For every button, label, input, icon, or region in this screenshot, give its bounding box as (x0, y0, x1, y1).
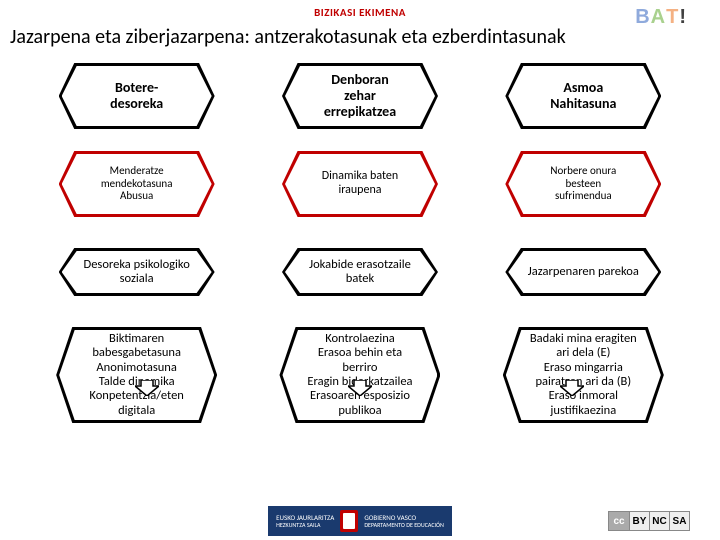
arrow-icon (135, 380, 159, 396)
logo-t: T (666, 6, 678, 29)
gov-eu-line2: HEZKUNTZA SAILA (276, 522, 334, 529)
cc-sa-icon: SA (669, 512, 689, 530)
hex-col3-row4: Badaki mina eragitenari dela (E)Eraso mi… (501, 325, 666, 425)
logo-b: B (635, 6, 649, 29)
arrow-icon (560, 380, 584, 396)
crest-icon (340, 510, 358, 532)
hex-col1-row3: Desoreka psikologikosoziala (57, 237, 217, 307)
logo-exclaim: ! (679, 6, 686, 29)
cc-by-icon: BY (629, 512, 649, 530)
footer: EUSKO JAURLARITZA HEZKUNTZA SAILA GOBIER… (0, 506, 720, 536)
cc-icon: cc (609, 512, 629, 530)
program-title: BIZIKASI EKIMENA (314, 6, 406, 19)
logo-a: A (651, 6, 665, 29)
cc-license-badge: cc BY NC SA (608, 511, 690, 531)
hex-col2-row2: Dinamika bateniraupena (280, 149, 440, 219)
diagram-grid: Botere-desoreka Denboranzeharerrepikatze… (0, 57, 720, 425)
gov-badge: EUSKO JAURLARITZA HEZKUNTZA SAILA GOBIER… (268, 506, 452, 536)
hex-col1-row1: Botere-desoreka (57, 61, 217, 131)
hex-col1-row2: MenderatzemendekotasunaAbusua (57, 149, 217, 219)
page-subtitle: Jazarpena eta ziberjazarpena: antzerakot… (0, 21, 720, 57)
arrow-icon (348, 380, 372, 396)
bat-logo: B A T ! (631, 4, 690, 31)
header: BIZIKASI EKIMENA B A T ! (0, 0, 720, 21)
gov-spanish: GOBIERNO VASCO DEPARTAMENTO DE EDUCACIÓN (364, 514, 444, 528)
hex-col2-row1: Denboranzeharerrepikatzea (280, 61, 440, 131)
hex-col3-row3: Jazarpenaren parekoa (503, 237, 663, 307)
gov-es-line2: DEPARTAMENTO DE EDUCACIÓN (364, 522, 444, 529)
hex-col3-row2: Norbere onurabesteensufrimendua (503, 149, 663, 219)
hex-col2-row3: Jokabide erasotzailebatek (280, 237, 440, 307)
hex-col3-row1: AsmoaNahitasuna (503, 61, 663, 131)
hex-col2-row4: KontrolaezinaErasoa behin etaberriroErag… (277, 325, 442, 425)
hex-col1-row4: BiktimarenbabesgabetasunaAnonimotasunaTa… (54, 325, 219, 425)
cc-nc-icon: NC (649, 512, 669, 530)
gov-basque: EUSKO JAURLARITZA HEZKUNTZA SAILA (276, 514, 334, 528)
